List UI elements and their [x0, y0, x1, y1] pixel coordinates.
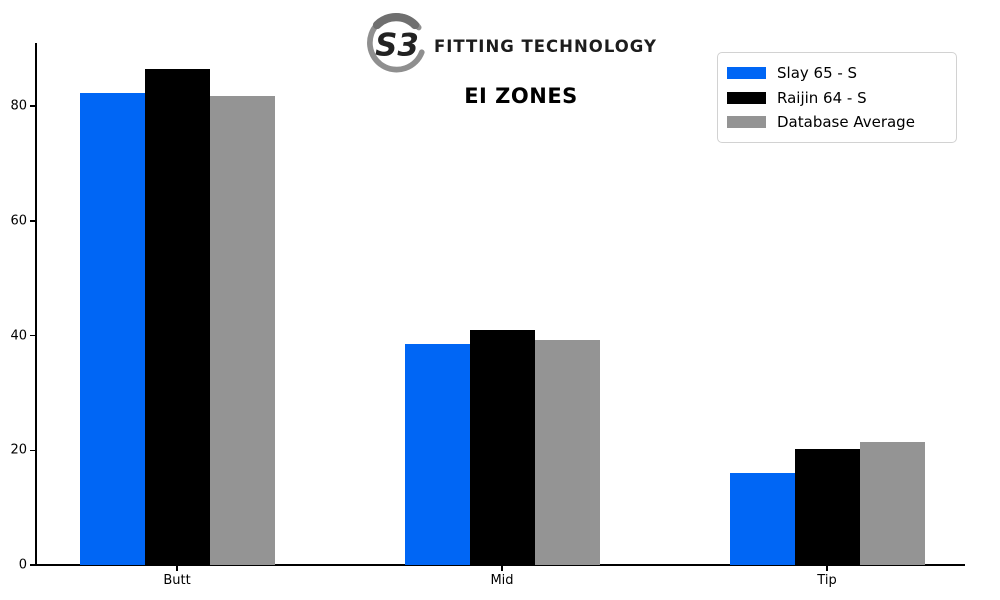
bar-raijin-64-s-mid	[469, 330, 535, 565]
legend-swatch-slay-65-s	[727, 66, 766, 79]
bar-database-average-tip	[859, 441, 925, 565]
y-tick-mark-0	[30, 564, 36, 566]
legend: Slay 65 - S Raijin 64 - S Database Average	[717, 52, 957, 143]
y-tick-mark-40	[30, 334, 36, 337]
x-tick-mark-tip	[826, 566, 828, 571]
chart-title: EI ZONES	[464, 84, 578, 108]
bar-raijin-64-s-tip	[794, 448, 860, 565]
y-tick-mark-60	[30, 220, 36, 222]
y-tick-label-40: 40	[10, 328, 27, 344]
legend-swatch-database-average	[727, 116, 766, 129]
s3-logo-icon: S3	[367, 13, 425, 73]
legend-label-raijin-64-s: Raijin 64 - S	[777, 88, 867, 107]
bar-database-average-butt	[209, 96, 275, 565]
legend-label-slay-65-s: Slay 65 - S	[777, 63, 858, 82]
y-tick-mark-80	[30, 105, 36, 107]
y-tick-label-0: 0	[18, 557, 27, 573]
x-tick-label-butt: Butt	[163, 573, 191, 588]
bar-slay-65-s-butt	[79, 92, 145, 565]
x-tick-label-mid: Mid	[490, 573, 514, 588]
legend-swatch-raijin-64-s	[727, 91, 766, 104]
legend-label-database-average: Database Average	[777, 113, 915, 132]
bar-slay-65-s-mid	[404, 344, 470, 565]
logo-monogram: S3	[375, 27, 419, 63]
y-tick-label-20: 20	[10, 442, 27, 458]
brand-name: FITTING TECHNOLOGY	[434, 37, 657, 56]
bar-database-average-mid	[534, 339, 600, 565]
x-tick-label-tip: Tip	[817, 573, 837, 588]
y-tick-mark-20	[30, 449, 36, 452]
y-tick-label-80: 80	[10, 98, 27, 114]
legend-item-raijin-64-s: Raijin 64 - S	[727, 89, 947, 107]
y-axis-spine	[35, 43, 37, 566]
y-tick-label-60: 60	[10, 213, 27, 229]
bar-slay-65-s-tip	[729, 473, 795, 565]
legend-item-slay-65-s: Slay 65 - S	[727, 64, 947, 82]
x-tick-mark-mid	[501, 566, 503, 571]
x-tick-mark-butt	[176, 566, 178, 571]
legend-item-database-average: Database Average	[727, 113, 947, 131]
bar-raijin-64-s-butt	[144, 69, 210, 565]
x-axis-spine	[35, 564, 965, 566]
